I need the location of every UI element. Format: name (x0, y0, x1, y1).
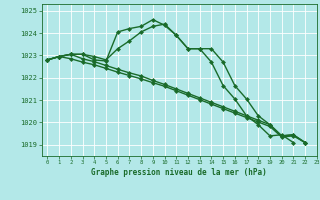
X-axis label: Graphe pression niveau de la mer (hPa): Graphe pression niveau de la mer (hPa) (91, 168, 267, 177)
